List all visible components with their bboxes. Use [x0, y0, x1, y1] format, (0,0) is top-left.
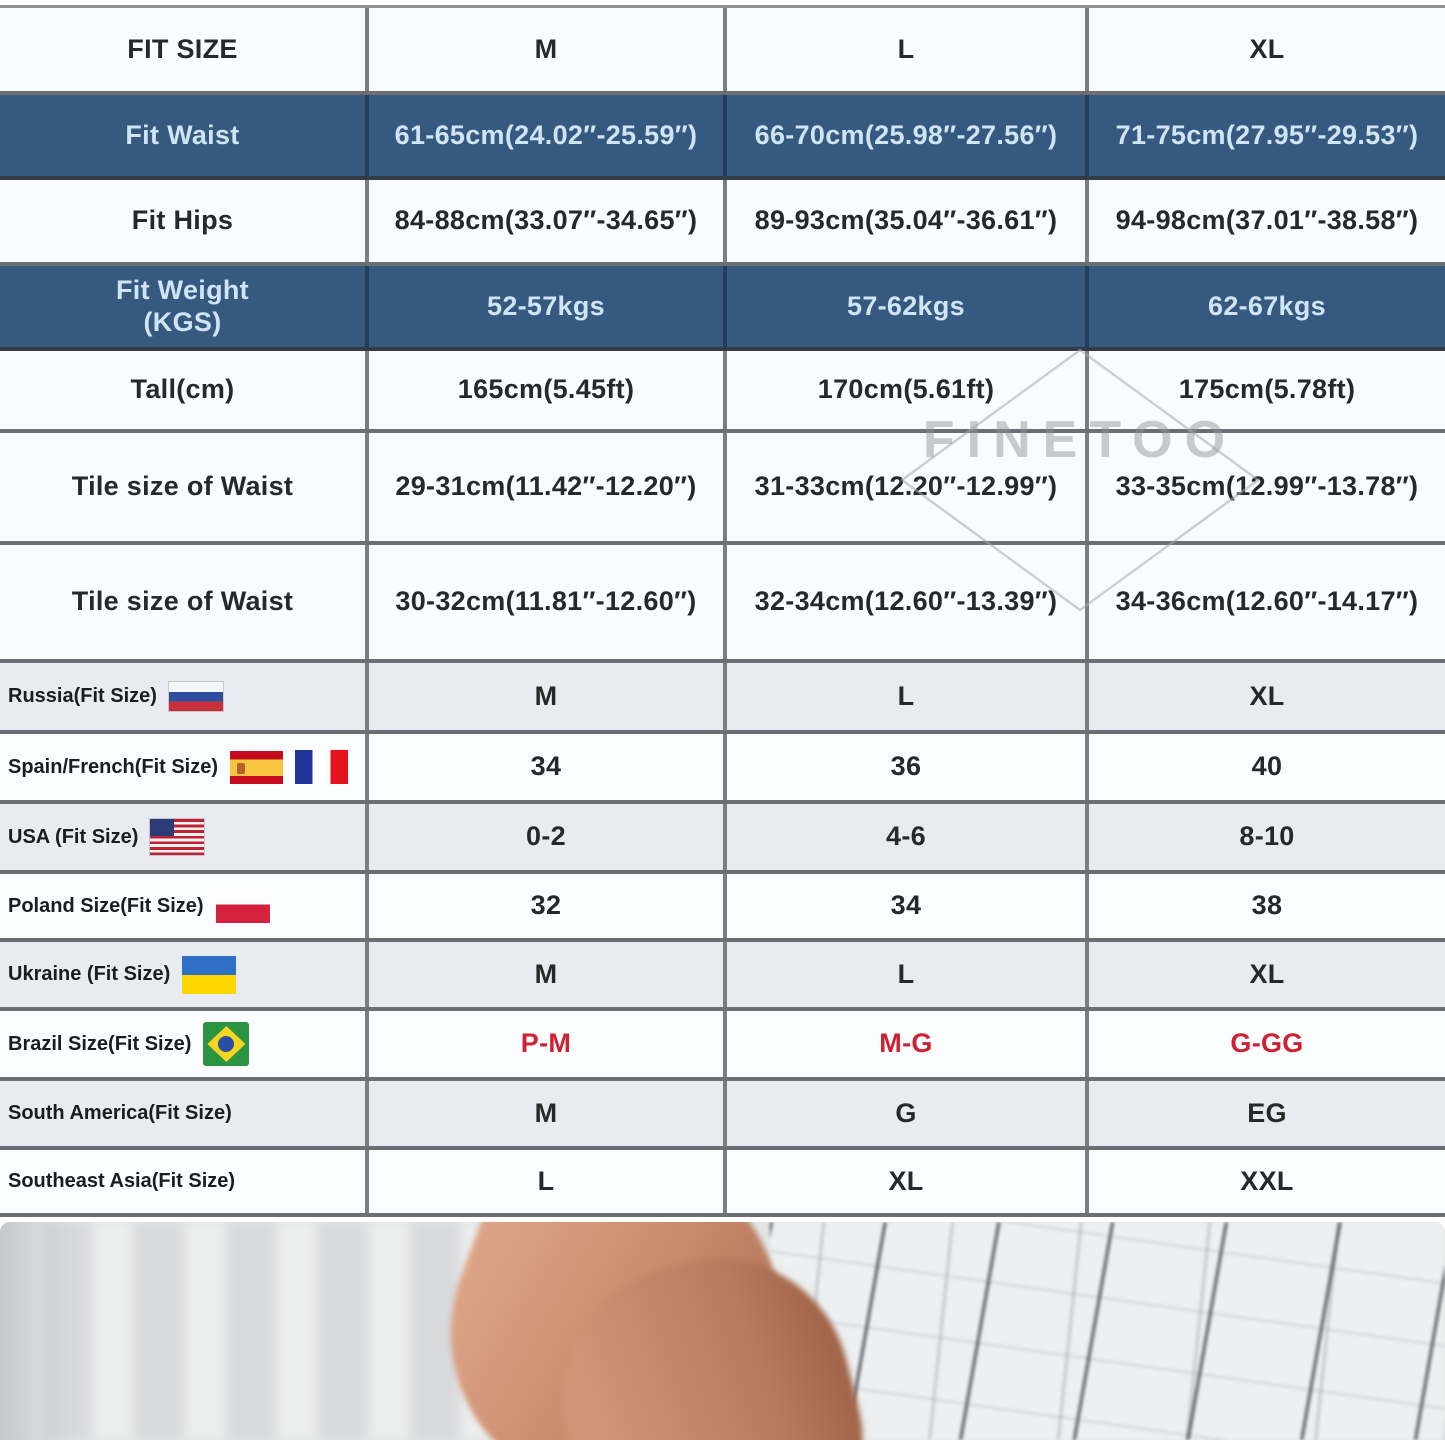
country-label: Ukraine (Fit Size) — [8, 963, 171, 985]
size-cell: XL — [1085, 942, 1445, 1007]
curtain-shadow — [0, 1222, 80, 1440]
france-flag-icon — [295, 750, 349, 784]
size-cell: 31-33cm(12.20″-12.99″) — [723, 433, 1085, 541]
size-cell: 89-93cm(35.04″-36.61″) — [723, 180, 1085, 262]
size-cell: 38 — [1085, 874, 1445, 938]
header-size-l: L — [723, 8, 1085, 91]
country-label: South America(Fit Size) — [8, 1102, 232, 1124]
size-cell: EG — [1085, 1081, 1445, 1146]
size-cell: L — [365, 1150, 723, 1213]
table-row-poland: Poland Size(Fit Size) 32 34 38 — [0, 874, 1445, 942]
size-cell: 34-36cm(12.60″-14.17″) — [1085, 545, 1445, 659]
row-label: Fit Waist — [125, 119, 240, 150]
header-fit-size: FIT SIZE — [127, 33, 238, 64]
ukraine-flag-icon — [182, 955, 237, 994]
row-label-line1: Fit Weight — [116, 275, 249, 306]
size-cell: 175cm(5.78ft) — [1085, 351, 1445, 429]
size-cell: 4-6 — [723, 804, 1085, 870]
table-row-fit-hips: Fit Hips 84-88cm(33.07″-34.65″) 89-93cm(… — [0, 180, 1445, 266]
size-cell: 32 — [365, 874, 723, 938]
row-label: Southeast Asia(Fit Size) — [0, 1150, 365, 1213]
country-label: USA (Fit Size) — [8, 825, 139, 848]
size-cell: M — [365, 942, 723, 1007]
row-label: Russia(Fit Size) — [0, 663, 365, 730]
table-row-tile-waist-2: Tile size of Waist 30-32cm(11.81″-12.60″… — [0, 545, 1445, 663]
table-row-tall: Tall(cm) 165cm(5.45ft) 170cm(5.61ft) 175… — [0, 351, 1445, 433]
row-label: Ukraine (Fit Size) — [0, 942, 365, 1007]
table-row-fit-waist: Fit Waist 61-65cm(24.02″-25.59″) 66-70cm… — [0, 95, 1445, 180]
poland-flag-icon — [215, 889, 270, 923]
size-cell: 30-32cm(11.81″-12.60″) — [365, 545, 723, 659]
row-label: South America(Fit Size) — [0, 1081, 365, 1146]
size-cell: 170cm(5.61ft) — [723, 351, 1085, 429]
size-cell: 84-88cm(33.07″-34.65″) — [365, 180, 723, 262]
size-cell: 57-62kgs — [723, 266, 1085, 347]
row-label: Tile size of Waist — [71, 586, 294, 617]
table-row-fit-weight: Fit Weight (KGS) 52-57kgs 57-62kgs 62-67… — [0, 266, 1445, 351]
table-row-ukraine: Ukraine (Fit Size) M L XL — [0, 942, 1445, 1011]
spain-flag-icon — [230, 750, 284, 784]
size-cell: 8-10 — [1085, 804, 1445, 870]
country-label: Poland Size(Fit Size) — [8, 894, 204, 917]
size-cell: 94-98cm(37.01″-38.58″) — [1085, 180, 1445, 262]
russia-flag-icon — [168, 682, 223, 711]
size-cell: 0-2 — [365, 804, 723, 870]
size-cell: L — [723, 942, 1085, 1007]
size-cell: 34 — [723, 874, 1085, 938]
usa-flag-icon — [150, 819, 205, 855]
size-cell: XL — [1085, 663, 1445, 730]
row-label: Brazil Size(Fit Size) — [0, 1011, 365, 1077]
row-label: Spain/French(Fit Size) — [0, 734, 365, 800]
header-size-m: M — [365, 8, 723, 91]
table-header-row: FIT SIZE M L XL — [0, 8, 1445, 95]
row-label: Poland Size(Fit Size) — [0, 874, 365, 938]
brick-wall-background — [770, 1222, 1445, 1440]
size-cell: G — [723, 1081, 1085, 1146]
size-cell: 32-34cm(12.60″-13.39″) — [723, 545, 1085, 659]
row-label: Fit Hips — [131, 205, 234, 236]
row-label: USA (Fit Size) — [0, 804, 365, 870]
size-cell: 33-35cm(12.99″-13.78″) — [1085, 433, 1445, 541]
table-row-usa: USA (Fit Size) 0-2 4-6 8-10 — [0, 804, 1445, 874]
size-cell: G-GG — [1085, 1011, 1445, 1077]
table-row-south-america: South America(Fit Size) M G EG — [0, 1081, 1445, 1150]
header-size-xl: XL — [1085, 8, 1445, 91]
size-cell: 52-57kgs — [365, 266, 723, 347]
size-cell: M-G — [723, 1011, 1085, 1077]
size-cell: L — [723, 663, 1085, 730]
size-cell: 66-70cm(25.98″-27.56″) — [723, 95, 1085, 176]
country-label: Brazil Size(Fit Size) — [8, 1032, 192, 1055]
product-photo — [0, 1222, 1445, 1440]
row-label: Fit Weight (KGS) — [0, 266, 365, 347]
size-cell: 34 — [365, 734, 723, 800]
size-cell: M — [365, 663, 723, 730]
table-row-spain-french: Spain/French(Fit Size) 34 36 40 — [0, 734, 1445, 804]
country-label: Spain/French(Fit Size) — [8, 755, 219, 778]
table-row-russia: Russia(Fit Size) M L XL — [0, 663, 1445, 734]
size-cell: XL — [723, 1150, 1085, 1213]
table-row-tile-waist-1: Tile size of Waist 29-31cm(11.42″-12.20″… — [0, 433, 1445, 545]
table-row-brazil: Brazil Size(Fit Size) P-M M-G G-GG — [0, 1011, 1445, 1081]
size-cell: 61-65cm(24.02″-25.59″) — [365, 95, 723, 176]
row-label: Tile size of Waist — [71, 471, 294, 502]
country-label: Southeast Asia(Fit Size) — [8, 1170, 236, 1192]
size-cell: 71-75cm(27.95″-29.53″) — [1085, 95, 1445, 176]
size-cell: 40 — [1085, 734, 1445, 800]
size-cell: XXL — [1085, 1150, 1445, 1213]
size-cell: 165cm(5.45ft) — [365, 351, 723, 429]
size-cell: 36 — [723, 734, 1085, 800]
country-label: Russia(Fit Size) — [8, 685, 157, 707]
brazil-flag-icon — [203, 1022, 250, 1066]
size-cell: 62-67kgs — [1085, 266, 1445, 347]
size-cell: M — [365, 1081, 723, 1146]
row-label: Tall(cm) — [130, 374, 235, 405]
size-cell: P-M — [365, 1011, 723, 1077]
size-table: FIT SIZE M L XL Fit Waist 61-65cm(24.02″… — [0, 5, 1445, 1217]
row-label-line2: (KGS) — [143, 306, 222, 337]
size-cell: 29-31cm(11.42″-12.20″) — [365, 433, 723, 541]
table-row-southeast-asia: Southeast Asia(Fit Size) L XL XXL — [0, 1150, 1445, 1217]
